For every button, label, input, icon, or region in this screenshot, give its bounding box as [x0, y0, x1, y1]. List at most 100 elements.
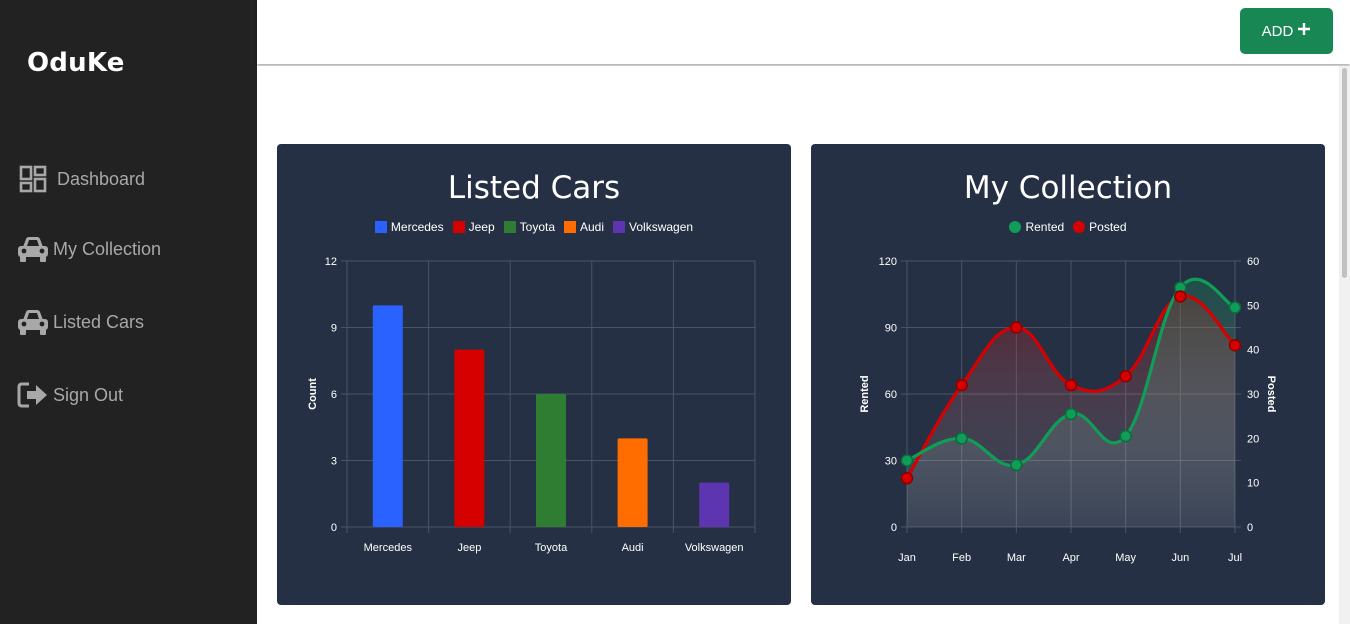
x-tick-label: Mercedes [364, 542, 413, 554]
y-axis-title: Rented [859, 375, 871, 412]
plus-icon [1297, 22, 1311, 40]
dashboard-icon [17, 164, 51, 194]
top-bar: ADD [257, 0, 1350, 64]
sidebar-item-label: Dashboard [57, 168, 146, 189]
y-tick-label: 6 [331, 389, 337, 401]
listed-cars-chart: 0 3 6 9 12 Mercedes Jeep Toyota Audi Volkswagen Co… [307, 256, 756, 554]
x-tick-label: Jul [1228, 552, 1242, 564]
sidebar: OduKe Dashboard [0, 0, 257, 624]
legend-label: Jeep [468, 220, 495, 234]
point-posted [1119, 370, 1132, 383]
y-tick-label: 3 [331, 456, 337, 468]
x-tick-label: Volkswagen [685, 542, 744, 554]
y-axis-title: Count [307, 378, 319, 410]
y2-tick-label: 30 [1247, 389, 1259, 401]
point-rented [1119, 429, 1132, 443]
scrollbar[interactable] [1339, 66, 1350, 624]
legend-label: Posted [1089, 220, 1127, 234]
legend-swatch [374, 221, 387, 233]
x-tick-label: Toyota [535, 542, 568, 554]
legend-item-mercedes[interactable]: Mercedes [374, 220, 444, 234]
x-tick-label: Jun [1171, 552, 1189, 564]
legend-item-posted[interactable]: Posted [1073, 220, 1127, 234]
legend-swatch [613, 221, 626, 233]
legend-swatch [503, 221, 516, 233]
point-rented [955, 432, 968, 445]
area-rented [907, 279, 1235, 527]
point-rented [1010, 458, 1023, 472]
sidebar-item-my-collection[interactable]: My Collection [17, 232, 161, 266]
point-posted [1010, 321, 1023, 334]
point-rented [1064, 407, 1078, 421]
y-tick-label: 0 [891, 522, 897, 534]
legend-item-volkswagen[interactable]: Volkswagen [613, 220, 693, 234]
x-tick-label: Mar [1007, 552, 1026, 564]
point-posted [900, 471, 914, 485]
y2-tick-label: 0 [1247, 522, 1253, 534]
bar-toyota [536, 394, 566, 527]
sidebar-item-label: Sign Out [53, 384, 124, 405]
y-tick-label: 12 [325, 256, 337, 268]
sign-out-icon [17, 380, 51, 410]
y-tick-label: 9 [331, 323, 337, 335]
sidebar-item-dashboard[interactable]: Dashboard [17, 162, 145, 196]
bar-mercedes [372, 305, 403, 527]
sidebar-item-label: My Collection [53, 238, 162, 259]
legend-item-rented[interactable]: Rented [1009, 220, 1064, 234]
x-tick-label: May [1115, 552, 1136, 564]
legend-label: Volkswagen [629, 220, 694, 234]
legend-label: Toyota [519, 220, 555, 234]
x-tick-label: Jan [898, 552, 916, 564]
y2-tick-label: 10 [1247, 478, 1259, 490]
sidebar-item-label: Listed Cars [53, 311, 145, 332]
chart-legend: Mercedes Jeep Toyota Audi Volkswagen [277, 220, 791, 234]
y-tick-label: 120 [879, 256, 897, 268]
x-tick-label: Feb [952, 552, 971, 564]
point-posted [1064, 378, 1078, 392]
point-posted [1228, 338, 1242, 352]
legend-label: Mercedes [390, 220, 444, 234]
y2-tick-label: 60 [1247, 256, 1259, 268]
point-rented [1228, 301, 1242, 314]
add-button-label: ADD [1261, 22, 1294, 40]
point-rented [900, 454, 914, 467]
chart-title: My Collection [963, 170, 1173, 206]
bar-audi [617, 438, 648, 527]
chart-title: Listed Cars [447, 170, 621, 206]
legend-item-jeep[interactable]: Jeep [452, 220, 495, 234]
add-button[interactable]: ADD [1240, 8, 1333, 54]
y2-tick-label: 50 [1247, 300, 1259, 312]
x-tick-label: Jeep [457, 542, 481, 554]
legend-swatch [1073, 221, 1086, 233]
y-tick-label: 30 [885, 456, 897, 468]
brand-logo[interactable]: OduKe [27, 48, 125, 78]
point-posted [1174, 290, 1187, 303]
legend-item-toyota[interactable]: Toyota [503, 220, 555, 234]
y-tick-label: 60 [885, 389, 897, 401]
legend-label: Audi [580, 220, 605, 234]
chart-legend: Rented Posted [811, 220, 1325, 234]
x-tick-label: Apr [1062, 552, 1079, 564]
y2-tick-label: 40 [1247, 345, 1259, 357]
car-icon [17, 234, 51, 264]
legend-swatch [1009, 221, 1022, 233]
bar-jeep [454, 349, 485, 527]
sidebar-item-sign-out[interactable]: Sign Out [17, 378, 123, 412]
my-collection-card: 0 30 60 90 120 0 10 20 30 40 50 60 Jan Feb Mar Apr May Ju… [811, 144, 1325, 605]
listed-cars-card: 0 3 6 9 12 Mercedes Jeep Toyota Audi Volkswagen Co… [277, 144, 791, 605]
y2-tick-label: 20 [1247, 433, 1259, 445]
scrollbar-thumb[interactable] [1342, 68, 1347, 278]
legend-swatch [564, 221, 576, 233]
car-icon [17, 307, 51, 337]
sidebar-item-listed-cars[interactable]: Listed Cars [17, 305, 144, 339]
legend-swatch [452, 221, 465, 233]
x-tick-label: Audi [622, 542, 644, 554]
bar-volkswagen [699, 482, 730, 527]
y-tick-label: 0 [331, 522, 337, 534]
my-collection-chart: 0 30 60 90 120 0 10 20 30 40 50 60 Jan Feb Mar Apr May Ju… [859, 256, 1277, 564]
y-tick-label: 90 [885, 323, 897, 335]
point-posted [955, 378, 968, 392]
legend-item-audi[interactable]: Audi [564, 220, 604, 234]
legend-label: Rented [1025, 220, 1065, 234]
y2-axis-title: Posted [1265, 376, 1277, 413]
